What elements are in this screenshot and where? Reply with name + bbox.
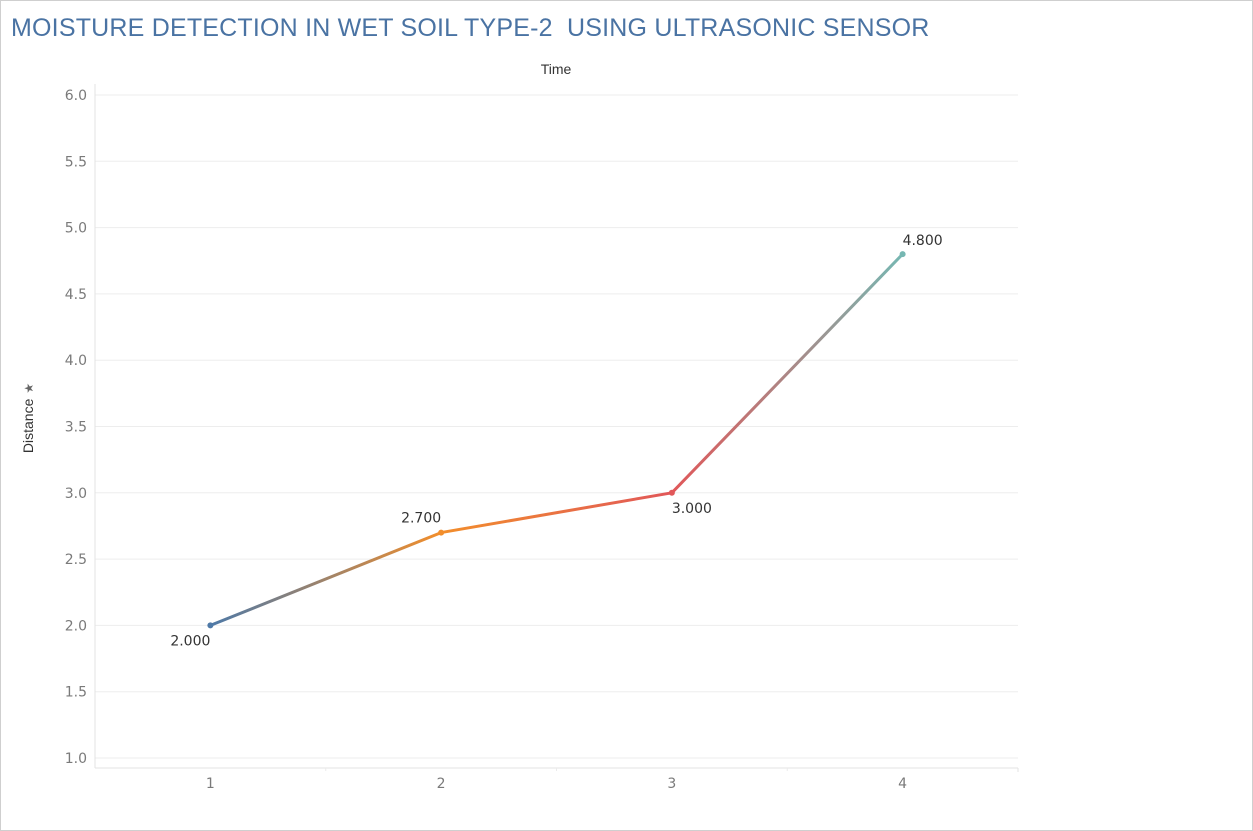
data-point <box>207 622 214 629</box>
y-tick-label: 5.5 <box>65 154 87 170</box>
data-point <box>438 529 445 536</box>
data-label: 2.000 <box>170 633 210 649</box>
data-label: 4.800 <box>903 233 943 249</box>
y-tick-label: 2.5 <box>65 552 87 568</box>
x-tick-label: 2 <box>437 776 446 792</box>
series-line-segment <box>439 491 674 535</box>
y-tick-label: 2.0 <box>65 618 87 634</box>
series-line-segment <box>208 531 443 627</box>
series-line-segment <box>670 252 905 495</box>
x-tick-label: 4 <box>898 776 907 792</box>
x-axis-title: Time <box>540 61 572 77</box>
y-tick-label: 3.0 <box>65 486 87 502</box>
y-tick-label: 1.0 <box>65 751 87 767</box>
data-point <box>668 489 675 496</box>
y-tick-label: 6.0 <box>65 88 87 104</box>
data-label: 3.000 <box>672 501 712 517</box>
data-point <box>899 251 906 258</box>
chart-title: MOISTURE DETECTION IN WET SOIL TYPE-2 US… <box>11 14 930 42</box>
y-tick-label: 4.5 <box>65 287 87 303</box>
x-tick-label: 1 <box>206 776 215 792</box>
data-label: 2.700 <box>401 511 441 527</box>
y-tick-label: 4.0 <box>65 353 87 369</box>
y-tick-label: 5.0 <box>65 221 87 237</box>
y-tick-label: 1.5 <box>65 685 87 701</box>
y-tick-label: 3.5 <box>65 420 87 436</box>
x-tick-label: 3 <box>667 776 676 792</box>
